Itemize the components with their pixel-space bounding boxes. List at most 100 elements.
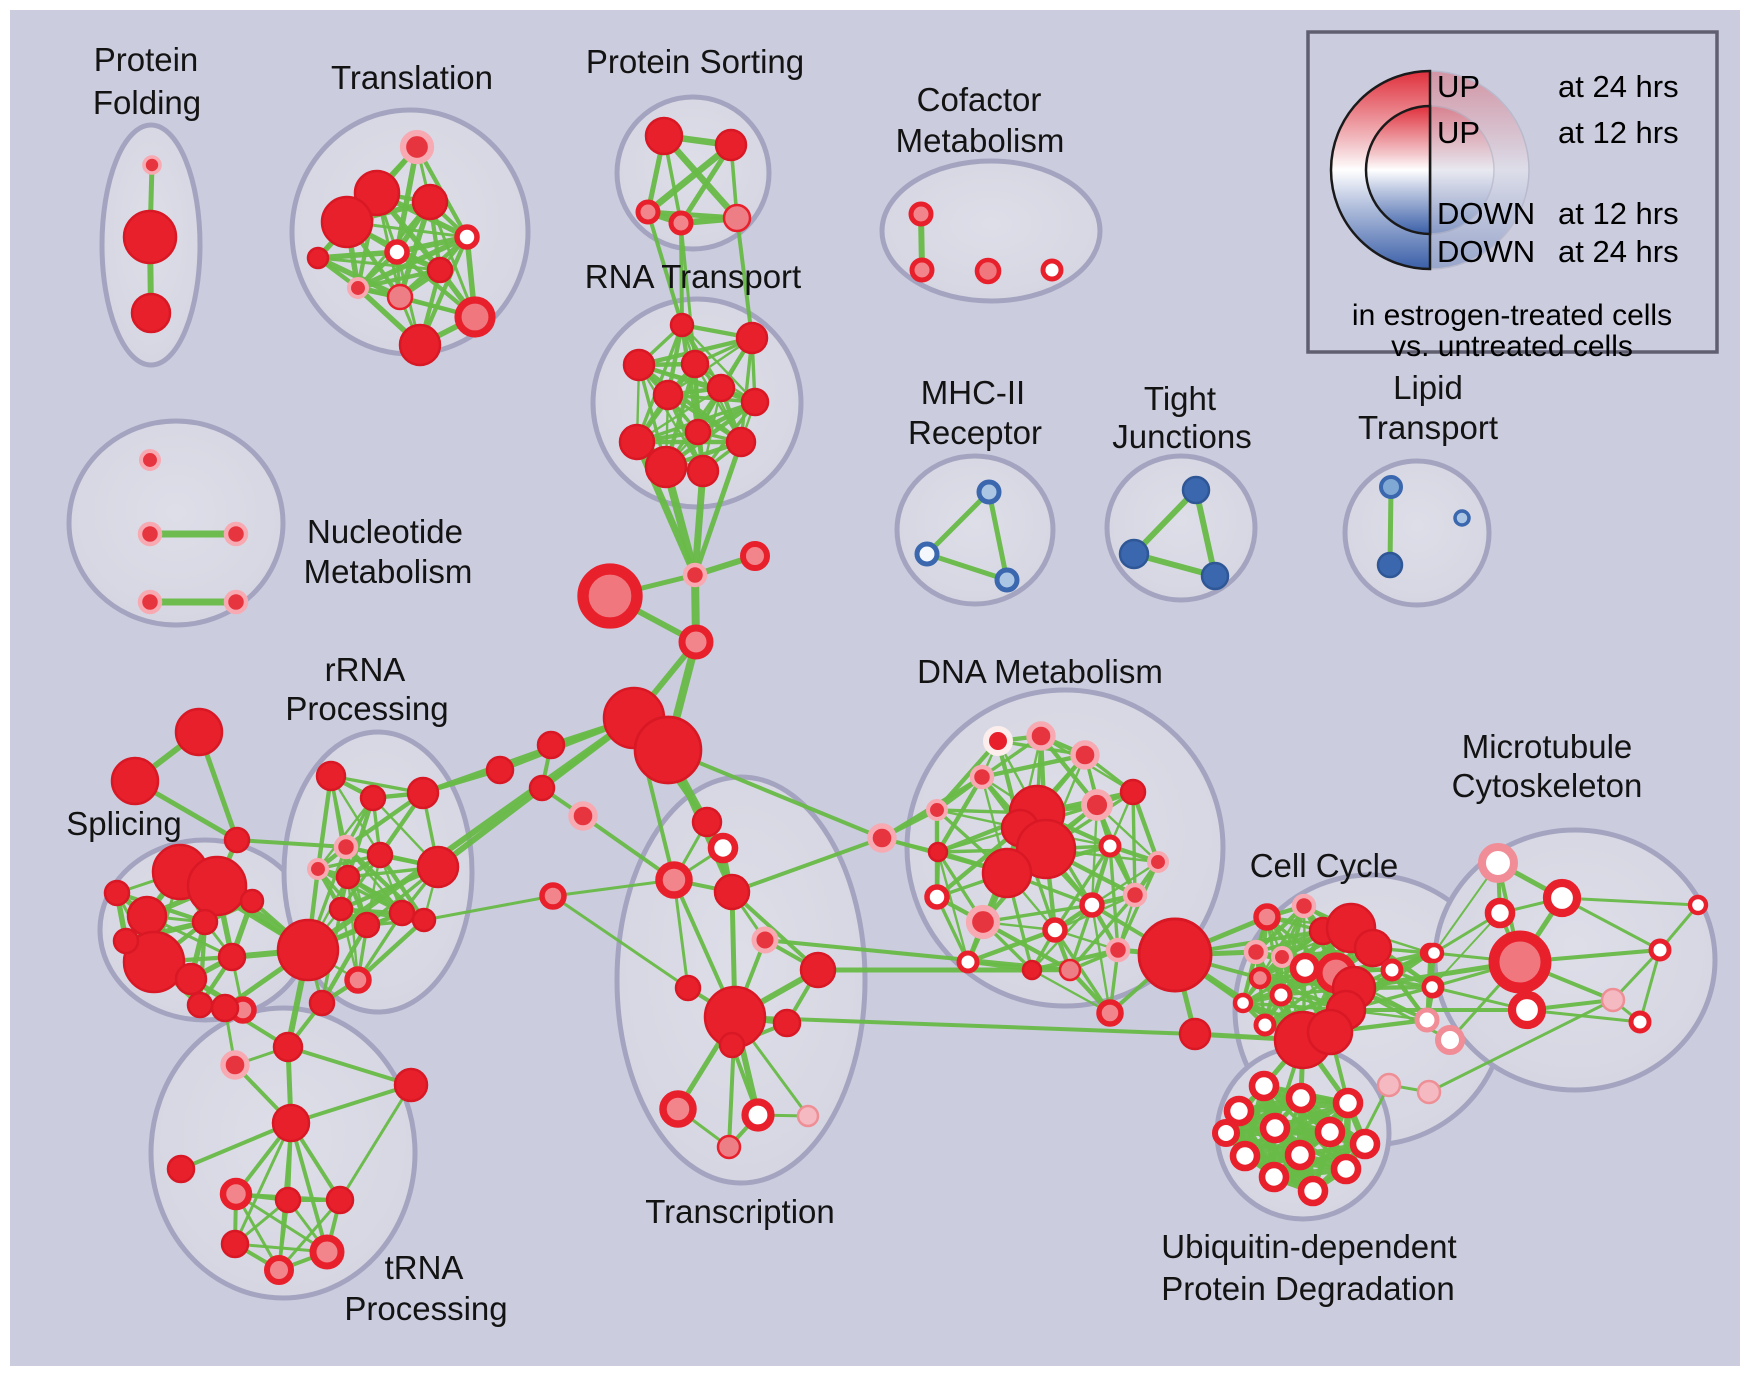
node-rna_transport-8 (618, 423, 656, 461)
node-protein_folding-1 (122, 209, 178, 265)
node-nucleotide-2 (223, 521, 249, 547)
node-dna-1 (1026, 721, 1056, 751)
node-trna-0 (210, 993, 240, 1023)
edge-link (735, 216, 754, 340)
node-mhc-2 (994, 567, 1020, 593)
edge-tight (1193, 487, 1218, 579)
cluster-ellipse-lipid (1342, 458, 1492, 608)
edge-link (666, 748, 884, 840)
edge-link (551, 894, 690, 990)
node-splicing-8 (191, 908, 219, 936)
node-protein_sorting-1 (714, 128, 748, 162)
node-microtubule-5 (1421, 976, 1443, 998)
node-dna-0 (983, 726, 1013, 756)
cluster-label-protein_folding-line2: Folding (93, 84, 201, 121)
node-dna-13 (1098, 834, 1122, 858)
edge-link (733, 1015, 1197, 1036)
node-translation-6 (346, 276, 370, 300)
node-rrna-8 (276, 918, 340, 982)
node-splicing-6 (103, 879, 131, 907)
node-rrna-0 (315, 760, 347, 792)
edge-microtubule (1560, 896, 1700, 907)
node-connector-9 (174, 707, 224, 757)
edge-link (422, 894, 555, 922)
node-ubiquitin-7 (1229, 1140, 1261, 1172)
node-trna-10 (264, 1255, 294, 1285)
edge-trna (234, 1192, 329, 1254)
node-splicing-3 (122, 930, 186, 994)
cluster-label-mhc-line2: Receptor (908, 414, 1042, 451)
node-ubiquitin-9 (1330, 1153, 1362, 1185)
cluster-label-cellcycle: Cell Cycle (1250, 847, 1399, 884)
node-connector-15 (1435, 1025, 1465, 1055)
node-cofactor-1 (909, 257, 935, 283)
node-cellcycle-4 (1353, 928, 1393, 968)
cluster-label-nucleotide-line2: Metabolism (304, 553, 473, 590)
node-dna-21 (1122, 882, 1148, 908)
node-connector-19 (539, 882, 567, 910)
nodes-layer (103, 116, 1709, 1285)
edge-dna (979, 752, 1088, 780)
node-rrna-2 (406, 776, 440, 810)
node-connector-3 (678, 624, 714, 660)
edge-rrna (316, 796, 375, 871)
cluster-label-dna: DNA Metabolism (917, 653, 1163, 690)
node-trna-7 (325, 1185, 355, 1215)
node-lipid-1 (1376, 551, 1404, 579)
node-trna-5 (219, 1177, 253, 1211)
edge-dna (965, 927, 1058, 965)
cluster-label-rrna-line1: rRNA (325, 651, 406, 688)
node-splicing-10 (186, 991, 214, 1019)
edge-translation (315, 249, 400, 261)
node-rrna-10 (411, 907, 437, 933)
edge-link (305, 715, 637, 953)
legend-direction-3: DOWN (1437, 234, 1535, 269)
cluster-label-trna-line1: tRNA (385, 1249, 464, 1286)
legend-time-0: at 24 hrs (1558, 69, 1679, 104)
edge-translation (428, 200, 477, 319)
node-nucleotide-4 (223, 589, 249, 615)
node-dna-9 (981, 847, 1033, 899)
node-connector-11 (485, 755, 515, 785)
node-connector-6 (536, 730, 566, 760)
node-dna-5 (1081, 789, 1113, 821)
node-ubiquitin-0 (1248, 1070, 1280, 1102)
node-ubiquitin-8 (1284, 1139, 1316, 1171)
node-tight-2 (1200, 561, 1230, 591)
node-cellcycle-7 (1289, 952, 1321, 984)
edge-trna (338, 1083, 413, 1202)
node-ubiquitin-10 (1258, 1161, 1290, 1193)
edge-link (730, 836, 884, 894)
node-connector-1 (740, 541, 770, 571)
node-dna-10 (927, 841, 949, 863)
legend-direction-1: UP (1437, 115, 1480, 150)
node-translation-10 (398, 323, 442, 367)
node-rna_transport-2 (622, 348, 656, 382)
node-splicing-4 (174, 962, 208, 996)
node-translation-5 (454, 224, 480, 250)
node-transcription-7 (799, 951, 837, 989)
node-rrna-11 (328, 896, 354, 922)
node-cellcycle-5 (1243, 939, 1269, 965)
node-cofactor-3 (1040, 258, 1064, 282)
edge-link (763, 938, 1072, 972)
edge-trna (289, 1083, 413, 1125)
node-transcription-5 (674, 974, 702, 1002)
edge-translation (355, 234, 470, 291)
node-cellcycle-6 (1270, 945, 1294, 969)
edge-trna (233, 1121, 293, 1246)
node-transcription-2 (655, 861, 693, 899)
node-microtubule-8 (1648, 938, 1672, 962)
node-connector-17 (1416, 1079, 1442, 1105)
node-ubiquitin-2 (1332, 1087, 1364, 1119)
edge-translation (316, 256, 442, 272)
cluster-ellipse-nucleotide (66, 418, 286, 628)
legend-inner-circle-solid (1364, 104, 1432, 236)
node-translation-3 (411, 183, 449, 221)
node-cellcycle-1 (1291, 893, 1317, 919)
edge-mhc (986, 489, 1010, 583)
node-mhc-1 (914, 541, 940, 567)
node-rrna-4 (306, 857, 330, 881)
node-cellcycle-0 (1253, 903, 1281, 931)
node-protein_sorting-0 (644, 116, 684, 156)
